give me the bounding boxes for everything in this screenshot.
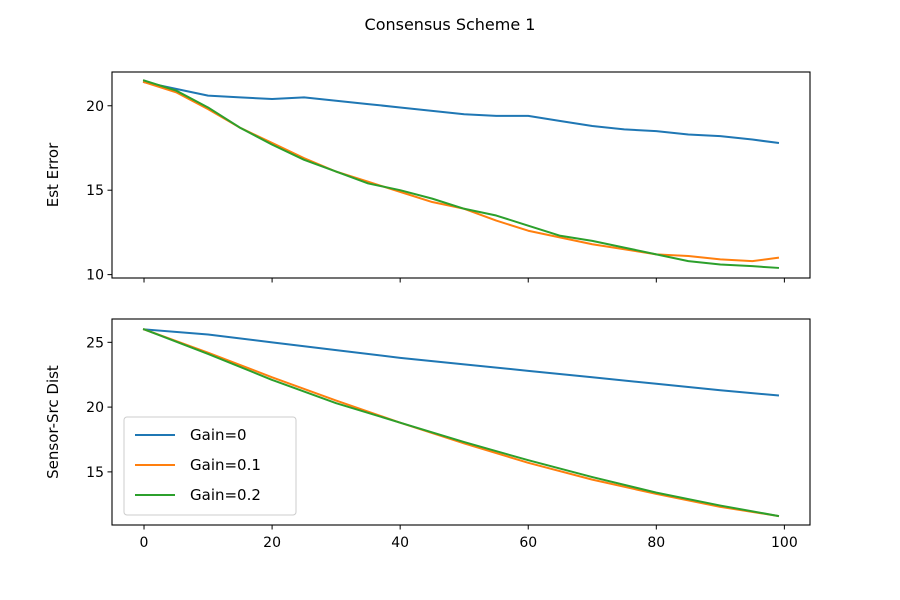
legend: Gain=0 Gain=0.1 Gain=0.2: [123, 416, 297, 516]
subplot-1: 10 15 20 Est Error: [44, 71, 811, 284]
y-tick-label: 20: [86, 400, 104, 416]
y-tick-label: 15: [86, 465, 104, 481]
x-tick-label: 40: [391, 535, 409, 551]
series-line-3: [142, 79, 780, 269]
y-tick-label: 15: [86, 183, 104, 199]
figure-title: Consensus Scheme 1: [365, 15, 536, 34]
y-tick-label: 25: [86, 335, 104, 351]
x-tick-label: 80: [647, 535, 665, 551]
x-tick-label: 60: [519, 535, 537, 551]
axes-frame: [111, 318, 811, 526]
y-tick-label: 20: [86, 99, 104, 115]
y-axis-label: Est Error: [44, 142, 62, 207]
axes-frame: [111, 71, 811, 279]
series-line-2: [142, 328, 780, 518]
series-line-3: [142, 328, 780, 518]
legend-box: [123, 416, 297, 516]
x-tick-label: 20: [263, 535, 281, 551]
legend-label-3: Gain=0.2: [190, 486, 261, 504]
y-axis-label: Sensor-Src Dist: [44, 365, 62, 479]
x-tick-label: 100: [771, 535, 798, 551]
series-line-1: [142, 80, 780, 145]
legend-label-2: Gain=0.1: [190, 456, 261, 474]
series-line-1: [142, 328, 780, 397]
x-tick-label: 0: [140, 535, 149, 551]
legend-label-1: Gain=0: [190, 426, 247, 444]
y-tick-label: 10: [86, 268, 104, 284]
subplots: 10 15 20 Est Error 0 20 40 60 80 100 15 20 25 Sensor-…: [44, 71, 811, 551]
